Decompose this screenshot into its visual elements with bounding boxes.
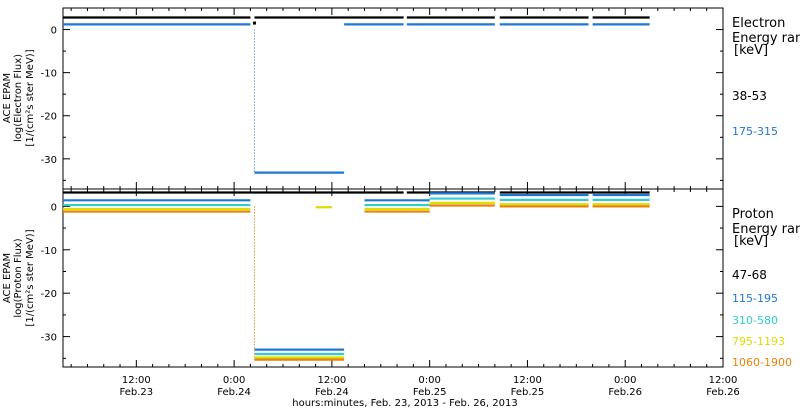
proton-series-3 <box>63 201 650 359</box>
proton-series-1 <box>63 192 650 351</box>
electron-legend-title-2: Energy ran <box>732 31 800 46</box>
electron-ylabel-line3: [1/(cm²s ster MeV)] <box>25 49 36 146</box>
proton-legend-item: 47-68 <box>732 268 767 282</box>
electron-y-tick-label: -20 <box>41 112 57 123</box>
proton-legend-item: 1060-1900 <box>732 356 792 369</box>
electron-panel-frame <box>62 7 724 190</box>
x-tick-label-time: 12:00 <box>122 375 151 386</box>
x-tick-label-date: Feb.24 <box>315 387 349 398</box>
electron-y-tick-label: -10 <box>41 69 57 80</box>
proton-series-4 <box>63 204 650 361</box>
proton-legend-title-3: [keV] <box>734 234 768 249</box>
proton-y-tick-label: -30 <box>41 333 57 344</box>
proton-y-tick-label: 0 <box>51 202 57 213</box>
proton-ylabel: ACE EPAM log(Proton Flux) [1/(cm²s ster … <box>2 229 36 326</box>
x-tick-label-time: 12:00 <box>317 375 346 386</box>
x-tick-label-date: Feb.25 <box>413 387 447 398</box>
electron-ylabel-line1: ACE EPAM <box>2 73 13 123</box>
proton-legend-item: 115-195 <box>732 292 778 305</box>
x-tick-label-date: Feb.26 <box>706 387 740 398</box>
proton-legend-item: 795-1193 <box>732 335 785 348</box>
axes-layer: 12:00Feb.230:00Feb.2412:00Feb.240:00Feb.… <box>41 7 740 398</box>
x-tick-label-date: Feb.26 <box>608 387 642 398</box>
x-tick-label-date: Feb.23 <box>120 387 154 398</box>
proton-legend-item: 310-580 <box>732 314 778 327</box>
proton-panel-frame <box>62 188 724 368</box>
x-tick-label-time: 0:00 <box>223 375 245 386</box>
proton-ylabel-line1: ACE EPAM <box>2 253 13 303</box>
data-layer <box>63 16 650 361</box>
electron-ylabel-line2: log(Electron Flux) <box>13 54 24 142</box>
x-tick-label-time: 12:00 <box>709 375 738 386</box>
x-tick-label-time: 12:00 <box>513 375 542 386</box>
x-tick-label-date: Feb.25 <box>511 387 545 398</box>
electron-series-0 <box>63 16 650 25</box>
electron-series-point <box>252 21 256 25</box>
x-axis-title: hours:minutes, Feb. 23, 2013 - Feb. 26, … <box>292 398 517 409</box>
proton-legend-title-1: Proton <box>732 207 774 222</box>
proton-ylabel-line2: log(Proton Flux) <box>13 238 24 317</box>
proton-legend: Proton Energy ran [keV] 47-68 115-195 31… <box>732 207 800 369</box>
x-tick-label-date: Feb.24 <box>217 387 251 398</box>
electron-legend-item: 175-315 <box>732 125 778 138</box>
electron-y-tick-label: 0 <box>51 26 57 37</box>
electron-ylabel: ACE EPAM log(Electron Flux) [1/(cm²s ste… <box>2 49 36 146</box>
electron-legend-title-1: Electron <box>732 16 785 31</box>
proton-series-2 <box>63 197 650 356</box>
proton-ylabel-line3: [1/(cm²s ster MeV)] <box>25 229 36 326</box>
electron-legend-item: 38-53 <box>732 89 767 103</box>
electron-y-tick-label: -30 <box>41 155 57 166</box>
proton-legend-title-2: Energy ran <box>732 222 800 237</box>
x-tick-label-time: 0:00 <box>418 375 440 386</box>
electron-legend: Electron Energy ran [keV] 38-53 175-315 <box>732 16 800 138</box>
proton-y-tick-label: -20 <box>41 289 57 300</box>
x-tick-label-time: 0:00 <box>614 375 636 386</box>
proton-y-tick-label: -10 <box>41 246 57 257</box>
electron-series-1 <box>63 23 650 174</box>
electron-legend-title-3: [keV] <box>734 43 768 58</box>
